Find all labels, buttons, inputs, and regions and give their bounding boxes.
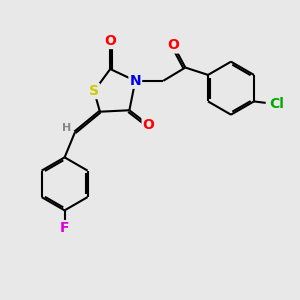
Text: S: S [89, 84, 99, 98]
Text: H: H [62, 123, 71, 133]
Text: N: N [130, 74, 141, 88]
Text: O: O [104, 34, 116, 48]
Text: F: F [60, 221, 69, 235]
Text: O: O [168, 38, 179, 52]
Text: Cl: Cl [269, 98, 284, 111]
Text: O: O [142, 118, 154, 132]
